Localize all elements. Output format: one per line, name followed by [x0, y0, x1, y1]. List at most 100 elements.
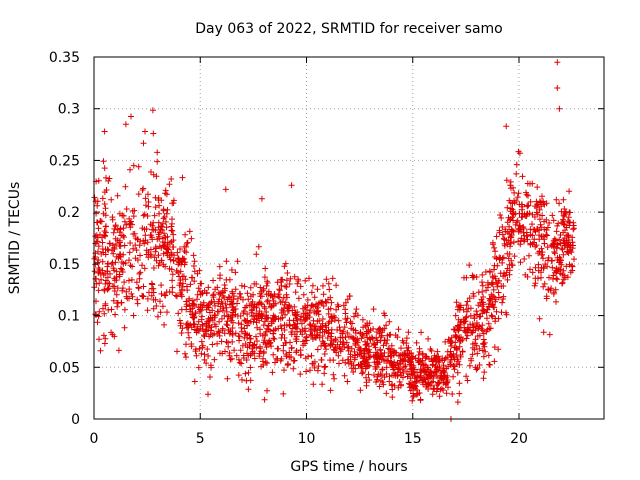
data-point [288, 329, 295, 335]
data-point [500, 254, 507, 261]
data-point [297, 371, 304, 378]
data-point [367, 327, 374, 334]
data-point [123, 206, 130, 212]
data-point [120, 212, 127, 219]
data-point [156, 210, 163, 217]
data-point [263, 309, 270, 315]
data-point [142, 128, 148, 135]
data-point [259, 332, 266, 339]
data-point [282, 299, 289, 306]
data-point [378, 356, 385, 363]
data-point [503, 177, 510, 184]
data-point [463, 302, 470, 309]
data-point [450, 373, 457, 380]
data-point [481, 369, 488, 376]
data-point [261, 396, 268, 403]
data-point [533, 209, 540, 216]
data-point [135, 163, 142, 170]
data-point [103, 277, 109, 284]
data-point [120, 232, 126, 239]
data-point [541, 240, 548, 247]
data-point [499, 299, 506, 306]
data-point [283, 284, 290, 290]
data-point [318, 356, 325, 363]
data-point [456, 380, 463, 387]
data-point [208, 364, 215, 371]
data-point [198, 307, 204, 314]
data-point [316, 317, 323, 324]
data-point [191, 378, 198, 385]
data-point [359, 370, 365, 377]
data-point [270, 312, 277, 319]
data-point [313, 301, 320, 308]
data-point [399, 358, 406, 365]
data-point [366, 377, 373, 383]
data-point [244, 322, 251, 329]
data-point [198, 350, 205, 357]
data-point [523, 233, 530, 240]
data-point [536, 227, 543, 234]
data-point [344, 344, 351, 351]
data-point [255, 243, 262, 250]
data-point [192, 346, 199, 353]
data-point [470, 293, 477, 300]
data-point [251, 341, 258, 348]
data-point [550, 272, 557, 279]
data-point [557, 240, 564, 247]
data-point [474, 333, 481, 339]
data-point [362, 358, 369, 365]
data-point [228, 267, 235, 273]
data-point [242, 341, 249, 347]
data-point [553, 196, 560, 203]
y-tick-label: 0.2 [58, 205, 80, 221]
data-point [362, 365, 369, 372]
data-point [254, 338, 260, 344]
data-point [210, 277, 217, 284]
data-point [511, 253, 518, 260]
data-point [194, 270, 201, 277]
data-point [186, 295, 193, 302]
data-point [168, 238, 175, 245]
y-tick-label: 0.35 [49, 50, 80, 66]
data-point [468, 355, 474, 362]
data-point [300, 291, 307, 298]
data-point [155, 262, 162, 269]
data-point [307, 325, 314, 332]
data-point [102, 302, 109, 309]
data-point [288, 182, 295, 189]
data-point [449, 391, 456, 397]
data-point [410, 368, 417, 375]
data-point [229, 331, 236, 338]
data-point [527, 198, 534, 205]
data-point [195, 285, 202, 292]
data-point [152, 204, 159, 211]
data-point [211, 312, 218, 318]
data-point [251, 355, 258, 362]
data-point [223, 304, 230, 311]
data-point [179, 174, 186, 181]
data-point [308, 289, 315, 296]
data-point [504, 265, 511, 272]
data-point [499, 259, 506, 266]
data-point [336, 324, 343, 331]
data-point [447, 356, 454, 363]
data-point [479, 271, 486, 278]
data-point [452, 333, 459, 340]
data-point [560, 237, 567, 244]
data-point [271, 336, 278, 342]
data-point [140, 212, 147, 219]
data-point [330, 371, 337, 378]
data-point [161, 230, 167, 237]
data-point [517, 237, 524, 244]
data-point [503, 123, 510, 130]
data-point [179, 325, 186, 332]
data-point [216, 263, 223, 270]
data-point [514, 194, 521, 201]
data-point [344, 315, 351, 322]
data-point [242, 304, 249, 311]
data-point [104, 286, 111, 293]
data-point [388, 342, 395, 349]
data-point [267, 328, 274, 335]
data-point [361, 350, 368, 357]
